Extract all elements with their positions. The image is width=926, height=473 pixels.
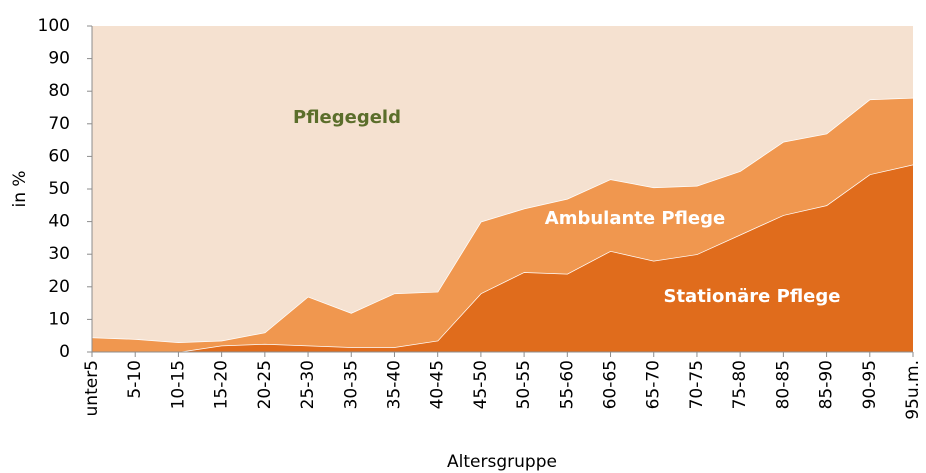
x-tick-label: 50-55 bbox=[514, 360, 534, 409]
y-tick-label: 10 bbox=[48, 309, 70, 329]
y-tick-label: 30 bbox=[48, 244, 70, 264]
x-tick-label: 80-85 bbox=[773, 360, 793, 409]
x-tick-label: 70-75 bbox=[687, 360, 707, 409]
x-tick-label: 10-15 bbox=[168, 360, 188, 409]
y-tick-label: 40 bbox=[48, 212, 70, 232]
x-axis-title: Altersgruppe bbox=[447, 452, 557, 472]
series-label: Stationäre Pflege bbox=[663, 286, 840, 307]
area bbox=[92, 97, 913, 352]
x-tick-label: 5-10 bbox=[125, 360, 145, 399]
series-label: Ambulante Pflege bbox=[545, 208, 725, 229]
x-tick-label: 95u.m. bbox=[903, 360, 923, 420]
area bbox=[92, 164, 913, 352]
x-tick-label: 45-50 bbox=[471, 360, 491, 409]
area bbox=[92, 26, 913, 343]
y-tick-label: 60 bbox=[48, 146, 70, 166]
x-tick-label: 65-70 bbox=[644, 360, 664, 409]
x-tick-label: 25-30 bbox=[298, 360, 318, 409]
y-tick-label: 70 bbox=[48, 114, 70, 134]
x-tick-label: 75-80 bbox=[730, 360, 750, 409]
x-tick-label: 20-25 bbox=[255, 360, 275, 409]
y-tick-label: 100 bbox=[38, 16, 70, 36]
x-tick-label: 90-95 bbox=[860, 360, 880, 409]
x-tick-label: 55-60 bbox=[557, 360, 577, 409]
y-tick-label: 0 bbox=[59, 342, 70, 362]
y-tick-label: 90 bbox=[48, 49, 70, 69]
x-tick-label: 15-20 bbox=[212, 360, 232, 409]
x-tick-label: 85-90 bbox=[817, 360, 837, 409]
x-tick-label: 40-45 bbox=[428, 360, 448, 409]
x-tick-label: 60-65 bbox=[601, 360, 621, 409]
y-tick-label: 80 bbox=[48, 81, 70, 101]
y-tick-label: 20 bbox=[48, 277, 70, 297]
x-tick-label: 35-40 bbox=[384, 360, 404, 409]
y-tick-label: 50 bbox=[48, 179, 70, 199]
series-label: Pflegegeld bbox=[293, 107, 401, 128]
x-tick-label: 30-35 bbox=[341, 360, 361, 409]
y-axis-title: in % bbox=[10, 170, 30, 207]
x-tick-label: unter5 bbox=[82, 360, 102, 416]
